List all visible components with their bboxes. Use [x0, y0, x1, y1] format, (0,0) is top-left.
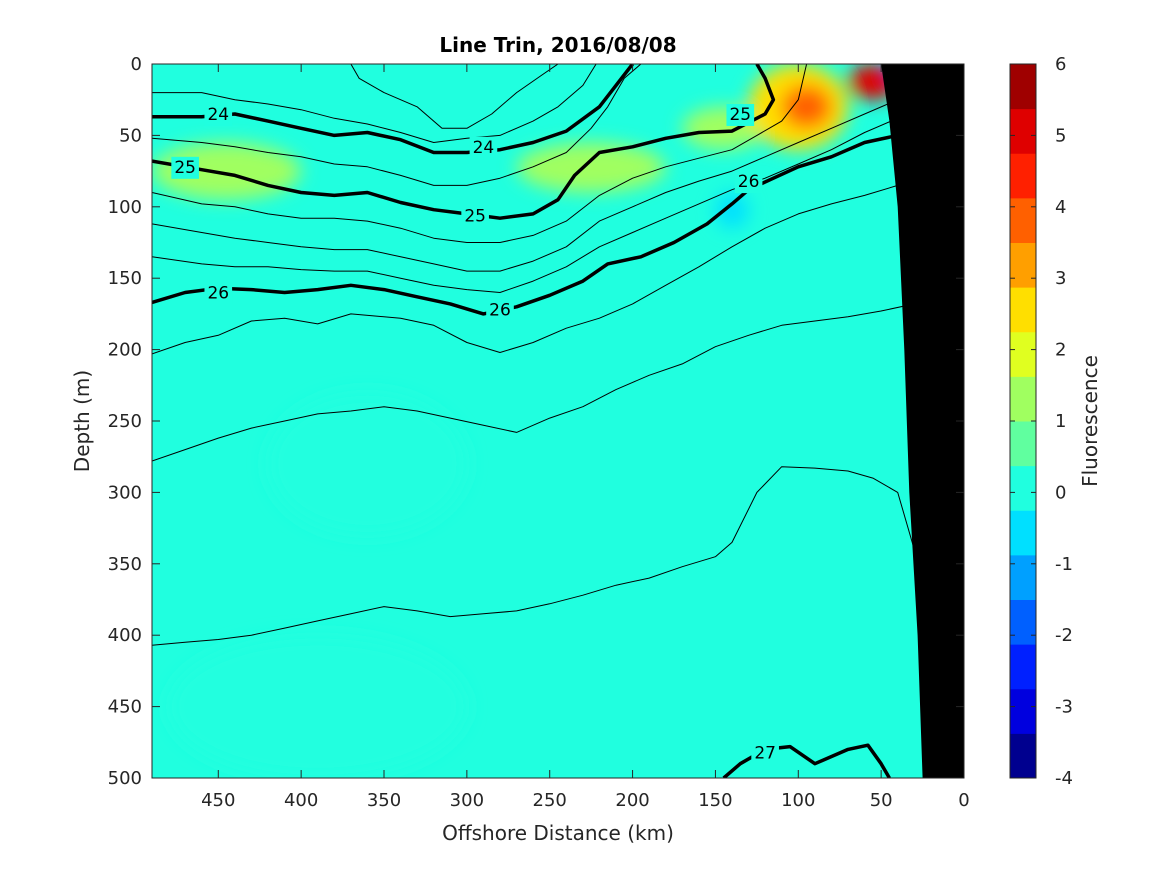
y-tick-label: 500 [108, 768, 142, 789]
contour-label: 27 [754, 743, 776, 763]
x-tick-label: 350 [367, 790, 401, 811]
colorbar-tick-label: 4 [1055, 197, 1066, 218]
contour-line [152, 64, 597, 143]
y-tick-label: 0 [131, 54, 142, 75]
colorbar-band [1010, 153, 1036, 199]
x-axis-ticks: 450 400 350 300 250 200 150 100 50 0 [201, 64, 970, 811]
contour-line [350, 64, 559, 129]
contour-label-bg [204, 103, 233, 126]
colorbar-band [1010, 287, 1036, 333]
colorbar-band [1010, 465, 1036, 511]
colorbar-band [1010, 331, 1036, 377]
x-axis-label: Offshore Distance (km) [442, 821, 674, 845]
contour-label-bg [734, 171, 763, 194]
colorbar-band [1010, 376, 1036, 422]
fluorescence-patch [516, 142, 666, 193]
colorbar [1009, 63, 1037, 779]
y-tick-label: 450 [108, 697, 142, 718]
contour-line [152, 99, 932, 293]
y-tick-label: 200 [108, 340, 142, 361]
colorbar-tick-label: -4 [1055, 768, 1073, 789]
y-axis-label: Depth (m) [70, 370, 94, 472]
colorbar-tick-label: 2 [1055, 340, 1066, 361]
contour-label-bg [461, 205, 489, 228]
y-tick-label: 400 [108, 625, 142, 646]
contour-label: 26 [207, 283, 229, 303]
colorbar-band [1010, 510, 1036, 556]
fluorescence-patch [168, 635, 467, 778]
plot-area: 24 24 25 25 25 26 26 26 27 [152, 64, 964, 778]
colorbar-tick-label: -2 [1055, 625, 1073, 646]
colorbar-band [1010, 242, 1036, 288]
x-tick-label: 200 [615, 790, 649, 811]
y-tick-label: 150 [108, 268, 142, 289]
contour-label: 26 [738, 172, 760, 192]
colorbar-tick-label: 0 [1055, 482, 1066, 503]
contour-label: 25 [174, 158, 196, 178]
contour-label-bg [486, 299, 514, 322]
colorbar-tick-label: 1 [1055, 411, 1066, 432]
colorbar-band [1010, 197, 1036, 243]
y-tick-label: 250 [108, 411, 142, 432]
contour-label: 25 [464, 206, 486, 226]
y-axis-ticks: 0 50 100 150 200 250 300 350 400 450 500 [108, 54, 964, 789]
fluorescence-patch [715, 192, 749, 229]
contour-label-bg [204, 282, 233, 305]
colorbar-band [1010, 688, 1036, 734]
contour-line-26 [152, 109, 949, 316]
colorbar-band [1010, 733, 1036, 779]
colorbar-band [1010, 644, 1036, 690]
x-tick-label: 400 [284, 790, 318, 811]
x-tick-label: 250 [533, 790, 567, 811]
colorbar-band [1010, 64, 1036, 110]
contour-labels: 24 24 25 25 25 26 26 26 27 [171, 103, 779, 765]
colorbar-band [1010, 554, 1036, 600]
colorbar-tick-label: 6 [1055, 54, 1066, 75]
x-tick-label: 450 [201, 790, 235, 811]
contour-line [152, 64, 808, 243]
contour-label-bg [726, 103, 755, 126]
colorbar-band [1010, 421, 1036, 467]
x-tick-label: 100 [781, 790, 815, 811]
contour-label-bg [171, 156, 199, 179]
x-tick-label: 150 [698, 790, 732, 811]
y-tick-label: 100 [108, 197, 142, 218]
colorbar-label: Fluorescence [1078, 355, 1102, 487]
x-tick-label: 50 [870, 790, 893, 811]
colorbar-band [1010, 599, 1036, 645]
contour-line [152, 64, 642, 186]
colorbar-tick-label: 5 [1055, 125, 1066, 146]
contour-line-24 [152, 64, 634, 155]
contour-label-bg [469, 136, 498, 159]
bathymetry-seafloor [881, 64, 964, 778]
colorbar-tick-label: -3 [1055, 697, 1073, 718]
contour-label-bg [751, 742, 779, 765]
fluorescence-patch [781, 85, 832, 129]
colorbar-tick-label: -1 [1055, 554, 1073, 575]
x-tick-label: 300 [450, 790, 484, 811]
y-tick-label: 300 [108, 482, 142, 503]
colorbar-ticks: 6 5 4 3 2 1 0 -1 -2 -3 -4 [1010, 54, 1073, 789]
x-tick-label: 0 [958, 790, 969, 811]
y-tick-label: 350 [108, 554, 142, 575]
contour-line [152, 466, 924, 646]
colorbar-tick-label: 3 [1055, 268, 1066, 289]
contour-label: 25 [729, 105, 751, 125]
contour-label: 24 [473, 138, 495, 158]
fluorescence-patch [268, 392, 467, 536]
contour-line [152, 170, 932, 355]
colorbar-band [1010, 108, 1036, 154]
contour-line [152, 99, 898, 272]
contour-label: 26 [489, 301, 511, 321]
y-tick-label: 50 [119, 125, 142, 146]
contour-line-27 [722, 743, 891, 778]
chart-title: Line Trin, 2016/08/08 [439, 33, 676, 57]
contour-line [152, 303, 915, 462]
contour-label: 24 [207, 105, 229, 125]
